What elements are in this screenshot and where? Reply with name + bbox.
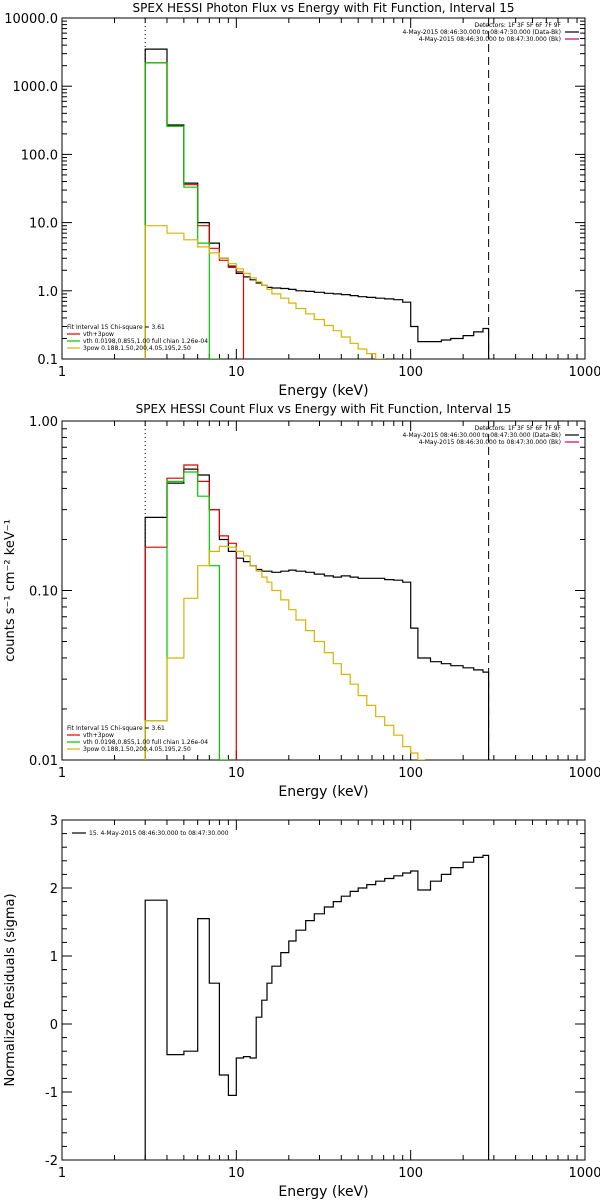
legend-entry-right: 4-May-2015 08:46:30.000 to 08:47:30.000 … xyxy=(402,29,561,36)
y-tick-label: 10.0 xyxy=(29,217,58,232)
series-line-4 xyxy=(144,225,386,359)
plot-frame xyxy=(61,819,586,1161)
data-series-group xyxy=(144,854,490,1160)
chart-panel-3: 1 10 100 1000 -2 -1 0 1 2 3 Energy (keV) Normalized… xyxy=(3,814,600,1200)
series-line-3 xyxy=(144,62,220,359)
x-tick-label: 10 xyxy=(228,365,245,380)
x-axis-label: Energy (keV) xyxy=(278,784,368,800)
y-tick-label: 10000.0 xyxy=(4,12,58,27)
plot-frame xyxy=(61,17,586,360)
y-tick-label: 1 xyxy=(50,950,58,965)
data-series-group xyxy=(144,464,490,760)
chart-title: SPEX HESSI Count Flux vs Energy with Fit… xyxy=(136,402,512,416)
y-tick-label: 0.10 xyxy=(29,585,58,600)
x-tick-label: 10 xyxy=(228,766,245,781)
legend-entry-right: Detectors: 1F 3F 5F 6F 7F 9F xyxy=(475,425,562,432)
x-tick-label: 1000 xyxy=(568,766,600,781)
y-tick-label: -1 xyxy=(45,1086,58,1101)
x-axis-label: Energy (keV) xyxy=(278,383,368,399)
x-tick-label: 1 xyxy=(58,766,66,781)
x-axis-label: Energy (keV) xyxy=(278,1184,368,1200)
y-tick-label: 100.0 xyxy=(21,148,58,163)
legend-entry-right: 4-May-2015 08:46:30.000 to 08:47:30.000 … xyxy=(419,36,561,43)
legend-entry-left: vth+3pow xyxy=(83,331,114,338)
y-tick-label: 0.1 xyxy=(37,353,58,368)
legend-entry-left: Fit Interval 15 Chi-square = 3.61 xyxy=(67,324,165,331)
legend-entry-left: vth 0.0198,0.855,1.00 full chian 1.26e-0… xyxy=(83,739,208,746)
data-series-group xyxy=(144,48,490,359)
series-line-1 xyxy=(144,468,490,760)
y-tick-label: 1.00 xyxy=(29,415,58,430)
x-tick-label: 1 xyxy=(58,1166,66,1181)
x-tick-label: 10 xyxy=(228,1166,245,1181)
x-tick-label: 100 xyxy=(398,1166,423,1181)
x-tick-label: 100 xyxy=(398,365,423,380)
y-tick-label: -2 xyxy=(45,1154,58,1169)
legend-entry-right: Detectors: 1F 3F 5F 6F 7F 9F xyxy=(475,22,562,29)
series-line-2 xyxy=(144,464,237,760)
chart-panel-1: 1 10 100 1000 0.1 1.0 10.0 100.0 1000.0 10000.0 SP… xyxy=(4,1,600,399)
y-axis-label: counts s⁻¹ cm⁻² keV⁻¹ xyxy=(3,519,18,662)
y-tick-label: 1.0 xyxy=(37,285,58,300)
legend-entry-left: 3pow 0.188,1.50,200,4.05,195,2.50 xyxy=(83,746,191,753)
series-line-4 xyxy=(144,545,426,760)
y-tick-label: 2 xyxy=(50,882,58,897)
legend-entry-left: vth 0.0198,0.855,1.00 full chian 1.26e-0… xyxy=(83,338,208,345)
chart-title: SPEX HESSI Photon Flux vs Energy with Fi… xyxy=(133,1,515,15)
y-tick-label: 1000.0 xyxy=(13,80,59,95)
legend-entry-left: vth+3pow xyxy=(83,732,114,739)
series-line-1 xyxy=(144,48,490,359)
x-tick-label: 1 xyxy=(58,365,66,380)
y-tick-label: 0.01 xyxy=(29,754,58,769)
chart-panel-2: 1 10 100 1000 0.01 0.10 1.00 SPEX HESSI Count F… xyxy=(3,402,600,800)
x-tick-label: 1000 xyxy=(568,1166,600,1181)
series-line-2 xyxy=(144,62,245,359)
x-tick-label: 1000 xyxy=(568,365,600,380)
legend-entry-left: 3pow 0.188,1.50,200,4.05,195,2.50 xyxy=(83,345,191,352)
y-tick-label: 0 xyxy=(50,1018,58,1033)
y-axis-label: Normalized Residuals (sigma) xyxy=(3,893,18,1086)
x-tick-label: 100 xyxy=(398,766,423,781)
legend-entry-right: 4-May-2015 08:46:30.000 to 08:47:30.000 … xyxy=(402,432,561,439)
legend-entry-left: Fit Interval 15 Chi-square = 3.61 xyxy=(67,725,165,732)
y-tick-label: 3 xyxy=(50,814,58,829)
legend-entry: 15. 4-May-2015 08:46:30.000 to 08:47:30.… xyxy=(89,830,229,837)
plot-frame xyxy=(61,420,586,761)
series-line-1 xyxy=(144,854,490,1160)
legend-entry-right: 4-May-2015 08:46:30.000 to 08:47:30.000 … xyxy=(419,439,561,446)
